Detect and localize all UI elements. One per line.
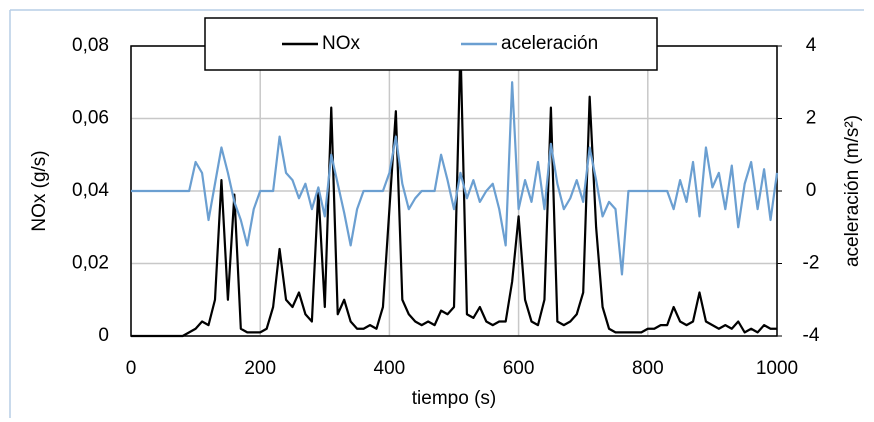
series-line [131, 44, 777, 338]
x-tick-label: 400 [374, 358, 406, 379]
y-axis-title: NOx (g/s) [29, 150, 50, 231]
legend-label: aceleración [501, 33, 598, 54]
y-tick-label: 0,04 [72, 180, 109, 201]
y2-tick-label: 0 [806, 180, 817, 201]
legend-box [204, 17, 658, 71]
x-tick-label: 600 [503, 358, 535, 379]
y2-tick-label: -2 [803, 253, 820, 274]
series-line [131, 81, 779, 276]
x-tick-label: 1000 [756, 358, 798, 379]
x-tick-label: 800 [632, 358, 664, 379]
y-tick-label: 0 [98, 325, 109, 346]
y-tick-label: 0,02 [72, 253, 109, 274]
y2-axis-title: aceleración (m/s²) [842, 115, 863, 267]
x-tick-label: 0 [126, 358, 137, 379]
y2-tick-label: 2 [806, 108, 817, 129]
legend-label: NOx [322, 33, 361, 54]
y2-tick-label: 4 [806, 35, 817, 56]
y2-tick-label: -4 [803, 325, 820, 346]
y-tick-label: 0,08 [72, 35, 109, 56]
y-tick-label: 0,06 [72, 108, 109, 129]
x-axis-title: tiempo (s) [412, 388, 496, 409]
x-tick-label: 200 [244, 358, 276, 379]
